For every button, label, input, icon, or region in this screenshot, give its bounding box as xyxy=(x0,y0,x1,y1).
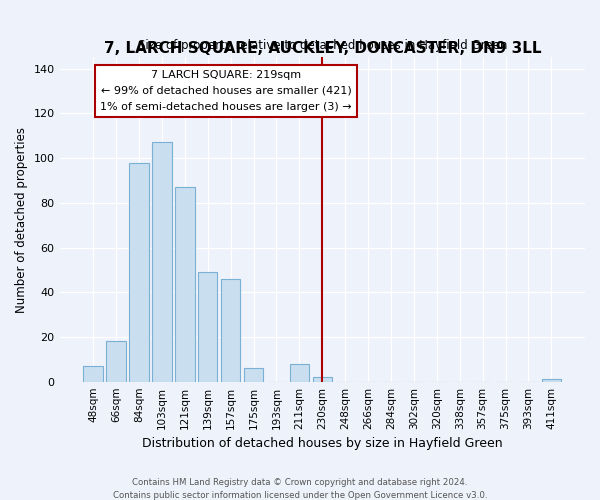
Title: 7, LARCH SQUARE, AUCKLEY, DONCASTER, DN9 3LL: 7, LARCH SQUARE, AUCKLEY, DONCASTER, DN9… xyxy=(104,42,541,56)
Bar xyxy=(542,380,561,382)
Bar xyxy=(152,142,172,382)
Y-axis label: Number of detached properties: Number of detached properties xyxy=(15,126,28,312)
Bar xyxy=(198,272,217,382)
Bar xyxy=(83,366,103,382)
Bar xyxy=(221,279,241,382)
Text: 7 LARCH SQUARE: 219sqm
← 99% of detached houses are smaller (421)
1% of semi-det: 7 LARCH SQUARE: 219sqm ← 99% of detached… xyxy=(100,70,352,112)
Bar xyxy=(175,187,194,382)
X-axis label: Distribution of detached houses by size in Hayfield Green: Distribution of detached houses by size … xyxy=(142,437,503,450)
Bar xyxy=(129,162,149,382)
Bar xyxy=(244,368,263,382)
Bar xyxy=(290,364,309,382)
Bar xyxy=(106,342,126,382)
Text: Contains HM Land Registry data © Crown copyright and database right 2024.
Contai: Contains HM Land Registry data © Crown c… xyxy=(113,478,487,500)
Bar xyxy=(313,377,332,382)
Text: Size of property relative to detached houses in Hayfield Green: Size of property relative to detached ho… xyxy=(137,38,507,52)
